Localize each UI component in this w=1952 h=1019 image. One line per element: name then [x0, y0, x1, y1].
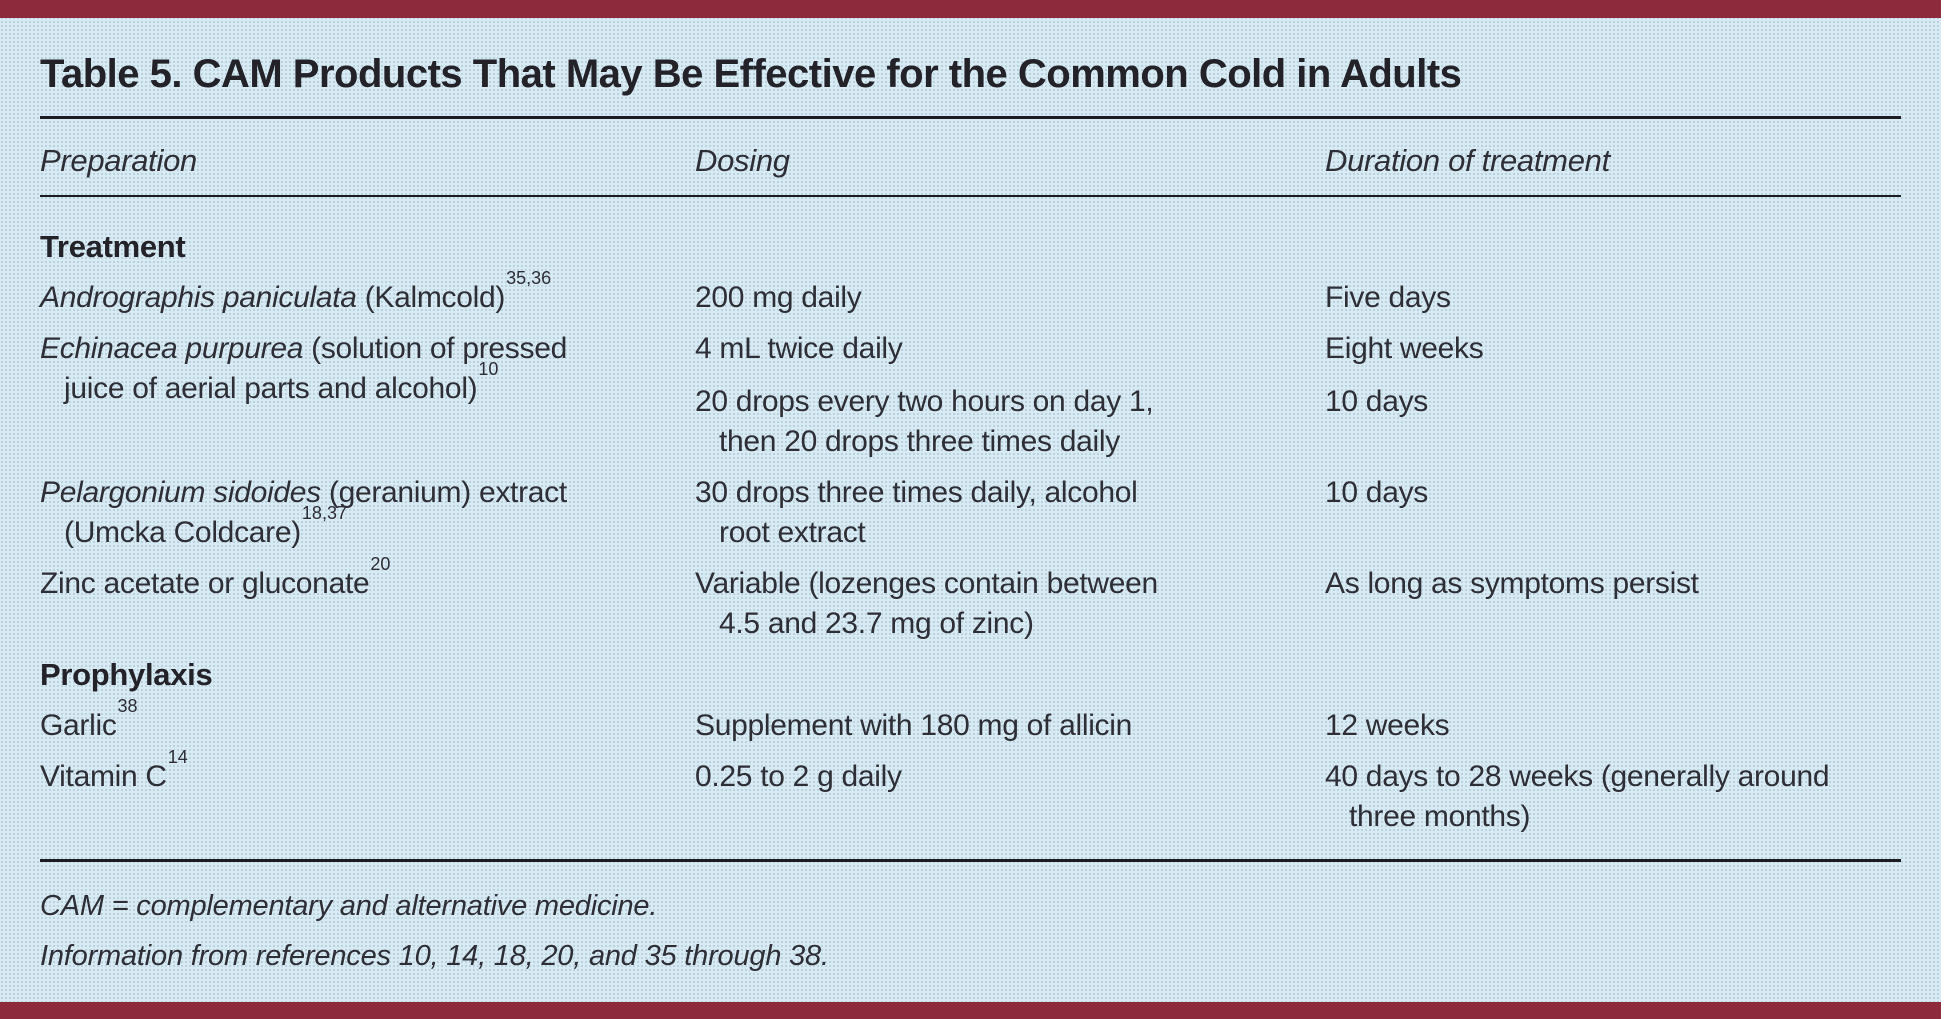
- dosing-entry: Variable (lozenges contain between 4.5 a…: [695, 564, 1325, 644]
- table-row: Echinacea purpurea (solution of pressed …: [40, 329, 1901, 462]
- section-header-treatment: Treatment: [40, 229, 186, 264]
- preparation-detail: juice of aerial parts and alcohol): [64, 372, 478, 405]
- species-name: Andrographis paniculata: [40, 281, 357, 314]
- species-name: Echinacea purpurea: [40, 332, 304, 365]
- preparation-text: Andrographis paniculata (Kalmcold)35,36: [40, 269, 695, 318]
- dosing-entry: 200 mg daily: [695, 278, 1325, 318]
- dosing-text: Variable (lozenges contain between: [695, 567, 1158, 600]
- title-rule: [40, 116, 1901, 119]
- duration-cell: As long as symptoms persist: [1325, 564, 1901, 644]
- table-content: Table 5. CAM Products That May Be Effect…: [0, 18, 1941, 976]
- dosing-entry: 0.25 to 2 g daily: [695, 757, 1325, 797]
- table-row: Andrographis paniculata (Kalmcold)35,36 …: [40, 269, 1901, 318]
- preparation-text: Echinacea purpurea (solution of pressed: [40, 329, 695, 369]
- footnote-references: Information from references 10, 14, 18, …: [40, 940, 829, 972]
- duration-text: Eight weeks: [1325, 332, 1484, 365]
- preparation-cell: Zinc acetate or gluconate20: [40, 555, 695, 644]
- preparation-detail: (geranium) extract: [320, 476, 567, 509]
- reference-superscript: 18,37: [301, 503, 347, 523]
- dosing-entry: 4 mL twice daily: [695, 329, 1325, 369]
- preparation-detail: (solution of pressed: [303, 332, 567, 365]
- duration-text-line2: three months): [1349, 800, 1531, 833]
- preparation-cell: Echinacea purpurea (solution of pressed …: [40, 329, 695, 462]
- table-title: Table 5. CAM Products That May Be Effect…: [40, 52, 1462, 96]
- duration-cell: Eight weeks 10 days: [1325, 329, 1901, 462]
- duration-text: 10 days: [1325, 476, 1428, 509]
- header-rule: [40, 195, 1901, 197]
- preparation-text: Garlic38: [40, 697, 695, 746]
- duration-text: 12 weeks: [1325, 709, 1450, 742]
- reference-superscript: 38: [117, 696, 138, 716]
- duration-cell: 10 days: [1325, 473, 1901, 553]
- dosing-text-line2: 4.5 and 23.7 mg of zinc): [719, 607, 1034, 640]
- dosing-text: 20 drops every two hours on day 1,: [695, 385, 1154, 418]
- duration-entry: 40 days to 28 weeks (generally around th…: [1325, 757, 1901, 837]
- section-header-prophylaxis: Prophylaxis: [40, 657, 213, 692]
- dosing-text: 30 drops three times daily, alcohol: [695, 476, 1138, 509]
- dosing-entry: Supplement with 180 mg of allicin: [695, 706, 1325, 746]
- duration-cell: Five days: [1325, 278, 1901, 318]
- dosing-text: 4 mL twice daily: [695, 332, 903, 365]
- preparation-detail: Zinc acetate or gluconate: [40, 567, 370, 600]
- dosing-text-line2: then 20 drops three times daily: [719, 425, 1120, 458]
- table-row: Zinc acetate or gluconate20 Variable (lo…: [40, 555, 1901, 644]
- duration-entry: 10 days: [1325, 473, 1901, 513]
- preparation-detail: (Kalmcold): [356, 281, 506, 314]
- reference-superscript: 10: [478, 359, 499, 379]
- species-name: Pelargonium sidoides: [40, 476, 321, 509]
- dosing-cell: 200 mg daily: [695, 278, 1325, 318]
- duration-entry: Eight weeks: [1325, 329, 1901, 369]
- preparation-cell: Garlic38: [40, 697, 695, 746]
- table-row: Pelargonium sidoides (geranium) extract …: [40, 473, 1901, 553]
- dosing-cell: Supplement with 180 mg of allicin: [695, 706, 1325, 746]
- duration-entry: Five days: [1325, 278, 1901, 318]
- preparation-detail: Vitamin C: [40, 760, 167, 793]
- duration-text: As long as symptoms persist: [1325, 567, 1699, 600]
- preparation-text-line2: juice of aerial parts and alcohol)10: [40, 360, 695, 409]
- dosing-text: 200 mg daily: [695, 281, 862, 314]
- preparation-cell: Pelargonium sidoides (geranium) extract …: [40, 473, 695, 553]
- dosing-entry: 20 drops every two hours on day 1, then …: [695, 382, 1325, 462]
- preparation-text: Vitamin C14: [40, 748, 695, 797]
- duration-entry: As long as symptoms persist: [1325, 564, 1901, 604]
- reference-superscript: 35,36: [506, 268, 552, 288]
- dosing-text: Supplement with 180 mg of allicin: [695, 709, 1133, 742]
- duration-text: 40 days to 28 weeks (generally around: [1325, 760, 1830, 793]
- reference-superscript: 14: [167, 747, 188, 767]
- table-row: Garlic38 Supplement with 180 mg of allic…: [40, 697, 1901, 746]
- preparation-cell: Andrographis paniculata (Kalmcold)35,36: [40, 269, 695, 318]
- preparation-text: Zinc acetate or gluconate20: [40, 555, 695, 604]
- table-row: Vitamin C14 0.25 to 2 g daily 40 days to…: [40, 748, 1901, 837]
- bottom-accent-bar: [0, 1002, 1941, 1019]
- duration-cell: 12 weeks: [1325, 706, 1901, 746]
- duration-text: 10 days: [1325, 385, 1428, 418]
- dosing-cell: 4 mL twice daily 20 drops every two hour…: [695, 329, 1325, 462]
- preparation-detail: (Umcka Coldcare): [64, 516, 301, 549]
- preparation-text: Pelargonium sidoides (geranium) extract: [40, 473, 695, 513]
- dosing-cell: 30 drops three times daily, alcohol root…: [695, 473, 1325, 553]
- dosing-text-line2: root extract: [719, 516, 866, 549]
- dosing-text: 0.25 to 2 g daily: [695, 760, 902, 793]
- column-header-duration: Duration of treatment: [1325, 143, 1610, 178]
- duration-entry: 12 weeks: [1325, 706, 1901, 746]
- preparation-detail: Garlic: [40, 709, 117, 742]
- column-header-preparation: Preparation: [40, 143, 197, 178]
- dosing-entry: 30 drops three times daily, alcohol root…: [695, 473, 1325, 553]
- preparation-cell: Vitamin C14: [40, 748, 695, 837]
- preparation-text-line2: (Umcka Coldcare)18,37: [40, 504, 695, 553]
- footnote-abbreviation: CAM = complementary and alternative medi…: [40, 890, 658, 922]
- duration-cell: 40 days to 28 weeks (generally around th…: [1325, 757, 1901, 837]
- footnote-rule: [40, 859, 1901, 862]
- top-accent-bar: [0, 0, 1941, 18]
- column-headers-row: Preparation Dosing Duration of treatment: [40, 141, 1901, 181]
- column-header-dosing: Dosing: [695, 143, 790, 178]
- duration-entry: 10 days: [1325, 382, 1901, 422]
- dosing-cell: Variable (lozenges contain between 4.5 a…: [695, 564, 1325, 644]
- duration-text: Five days: [1325, 281, 1451, 314]
- dosing-cell: 0.25 to 2 g daily: [695, 757, 1325, 837]
- reference-superscript: 20: [370, 554, 391, 574]
